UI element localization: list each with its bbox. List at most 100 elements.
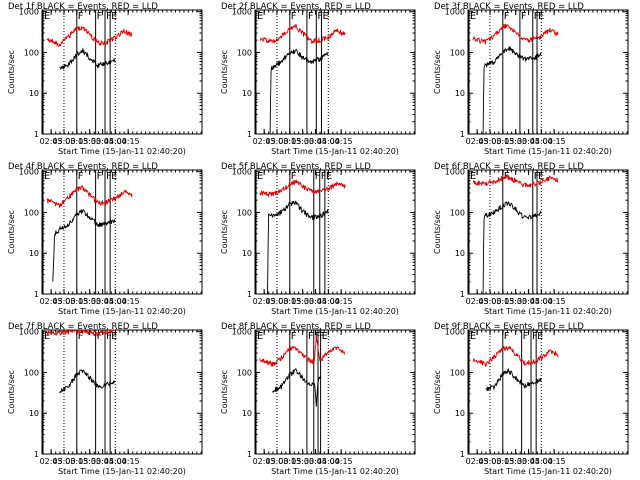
y-tick-label: 10 — [29, 249, 39, 258]
x-tick-label: 03:00 — [478, 297, 501, 306]
y-axis-label: Counts/sec — [7, 370, 16, 414]
x-tick-label: 03:00 — [52, 137, 75, 146]
x-tick-label: 03:15 — [491, 457, 514, 466]
x-tick-label: 03:00 — [265, 297, 288, 306]
x-tick-label: 04:00 — [317, 137, 340, 146]
y-tick-label: 1 — [34, 290, 39, 299]
flag-label: E — [470, 171, 476, 182]
y-tick-label: 100 — [24, 208, 39, 217]
x-tick-label: 03:45 — [304, 137, 327, 146]
flag-label: E — [538, 171, 544, 182]
x-tick-label: 03:30 — [504, 137, 527, 146]
x-tick-label: 02:45 — [466, 137, 489, 146]
x-tick-label: 04:15 — [117, 137, 140, 146]
flag-label: F — [523, 331, 529, 342]
y-tick-label: 10 — [29, 89, 39, 98]
plot-frame — [467, 329, 629, 455]
x-tick-label: 04:00 — [530, 457, 553, 466]
chart-panel: Det 9f BLACK = Events, RED = LLD 1 10 100 10… — [433, 322, 629, 476]
events-series-line — [482, 201, 542, 295]
x-tick-label: 04:15 — [543, 297, 566, 306]
plot-frame — [254, 169, 416, 295]
x-tick-label: 04:15 — [117, 297, 140, 306]
flag-label: F — [291, 171, 297, 182]
y-tick-label: 10 — [455, 89, 465, 98]
flag-label: E — [326, 171, 332, 182]
plot-frame — [41, 329, 203, 455]
x-tick-label: 02:45 — [253, 457, 276, 466]
flag-label: F — [308, 331, 314, 342]
flag-label: E — [470, 11, 476, 22]
x-tick-label: 03:45 — [517, 137, 540, 146]
plot-frame — [467, 9, 629, 135]
events-series-line — [59, 369, 116, 394]
chart-title: Det 7f BLACK = Events, RED = LLD — [8, 322, 158, 332]
x-tick-label: 03:00 — [265, 457, 288, 466]
flag-label: F — [521, 11, 527, 22]
y-tick-label: 1000 — [445, 168, 465, 177]
y-tick-label: 100 — [24, 368, 39, 377]
x-axis-label: Start Time (15-Jan-11 02:40:20) — [271, 307, 399, 316]
flag-label: F — [319, 331, 325, 342]
flag-label: F — [97, 11, 103, 22]
y-axis-label: Counts/sec — [433, 370, 442, 414]
flag-label: E — [44, 11, 50, 22]
events-series-line — [272, 368, 322, 407]
flag-label: F — [97, 171, 103, 182]
x-tick-label: 04:15 — [330, 137, 353, 146]
y-axis-label: Counts/sec — [433, 210, 442, 254]
y-tick-label: 1 — [247, 290, 252, 299]
x-tick-label: 03:45 — [517, 457, 540, 466]
events-series-line — [482, 46, 542, 135]
y-tick-label: 10 — [455, 249, 465, 258]
plot-frame — [41, 9, 203, 135]
x-tick-label: 02:45 — [40, 297, 63, 306]
x-tick-label: 03:15 — [278, 137, 301, 146]
x-tick-label: 02:45 — [40, 137, 63, 146]
flag-label: F — [78, 171, 84, 182]
y-tick-label: 10 — [242, 409, 252, 418]
y-tick-label: 10 — [29, 409, 39, 418]
x-tick-label: 04:15 — [330, 457, 353, 466]
x-axis-label: Start Time (15-Jan-11 02:40:20) — [58, 307, 186, 316]
x-tick-label: 03:30 — [504, 457, 527, 466]
x-tick-label: 02:45 — [466, 457, 489, 466]
x-tick-label: 02:45 — [40, 457, 63, 466]
y-tick-label: 1 — [247, 450, 252, 459]
flag-label: F — [78, 331, 84, 342]
y-tick-label: 100 — [237, 48, 252, 57]
plot-frame — [254, 9, 416, 135]
x-tick-label: 04:00 — [104, 137, 127, 146]
x-tick-label: 03:15 — [65, 137, 88, 146]
x-tick-label: 03:15 — [65, 457, 88, 466]
x-axis-label: Start Time (15-Jan-11 02:40:20) — [484, 147, 612, 156]
y-axis-label: Counts/sec — [220, 50, 229, 94]
x-tick-label: 03:15 — [491, 297, 514, 306]
flag-label: E — [537, 331, 543, 342]
flag-label: E — [257, 171, 263, 182]
y-tick-label: 100 — [237, 208, 252, 217]
x-tick-label: 04:00 — [317, 457, 340, 466]
x-tick-label: 03:45 — [517, 297, 540, 306]
flag-label: E — [322, 11, 328, 22]
events-series-line — [52, 209, 116, 282]
y-tick-label: 10 — [242, 89, 252, 98]
chart-title: Det 9f BLACK = Events, RED = LLD — [434, 322, 584, 332]
x-tick-label: 03:30 — [78, 297, 101, 306]
events-series-line — [59, 48, 116, 70]
flag-label: E — [44, 171, 50, 182]
flag-label: E — [257, 11, 263, 22]
flag-label: E — [322, 331, 328, 342]
chart-title: Det 5f BLACK = Events, RED = LLD — [221, 162, 371, 172]
y-tick-label: 1000 — [232, 168, 252, 177]
chart-title: Det 8f BLACK = Events, RED = LLD — [221, 322, 371, 332]
y-tick-label: 1000 — [445, 328, 465, 337]
x-tick-label: 04:15 — [117, 457, 140, 466]
x-tick-label: 03:30 — [291, 297, 314, 306]
y-tick-label: 10 — [455, 409, 465, 418]
x-tick-label: 03:15 — [278, 457, 301, 466]
y-tick-label: 100 — [24, 48, 39, 57]
x-tick-label: 03:30 — [291, 137, 314, 146]
y-tick-label: 1 — [34, 450, 39, 459]
x-tick-label: 04:00 — [530, 137, 553, 146]
